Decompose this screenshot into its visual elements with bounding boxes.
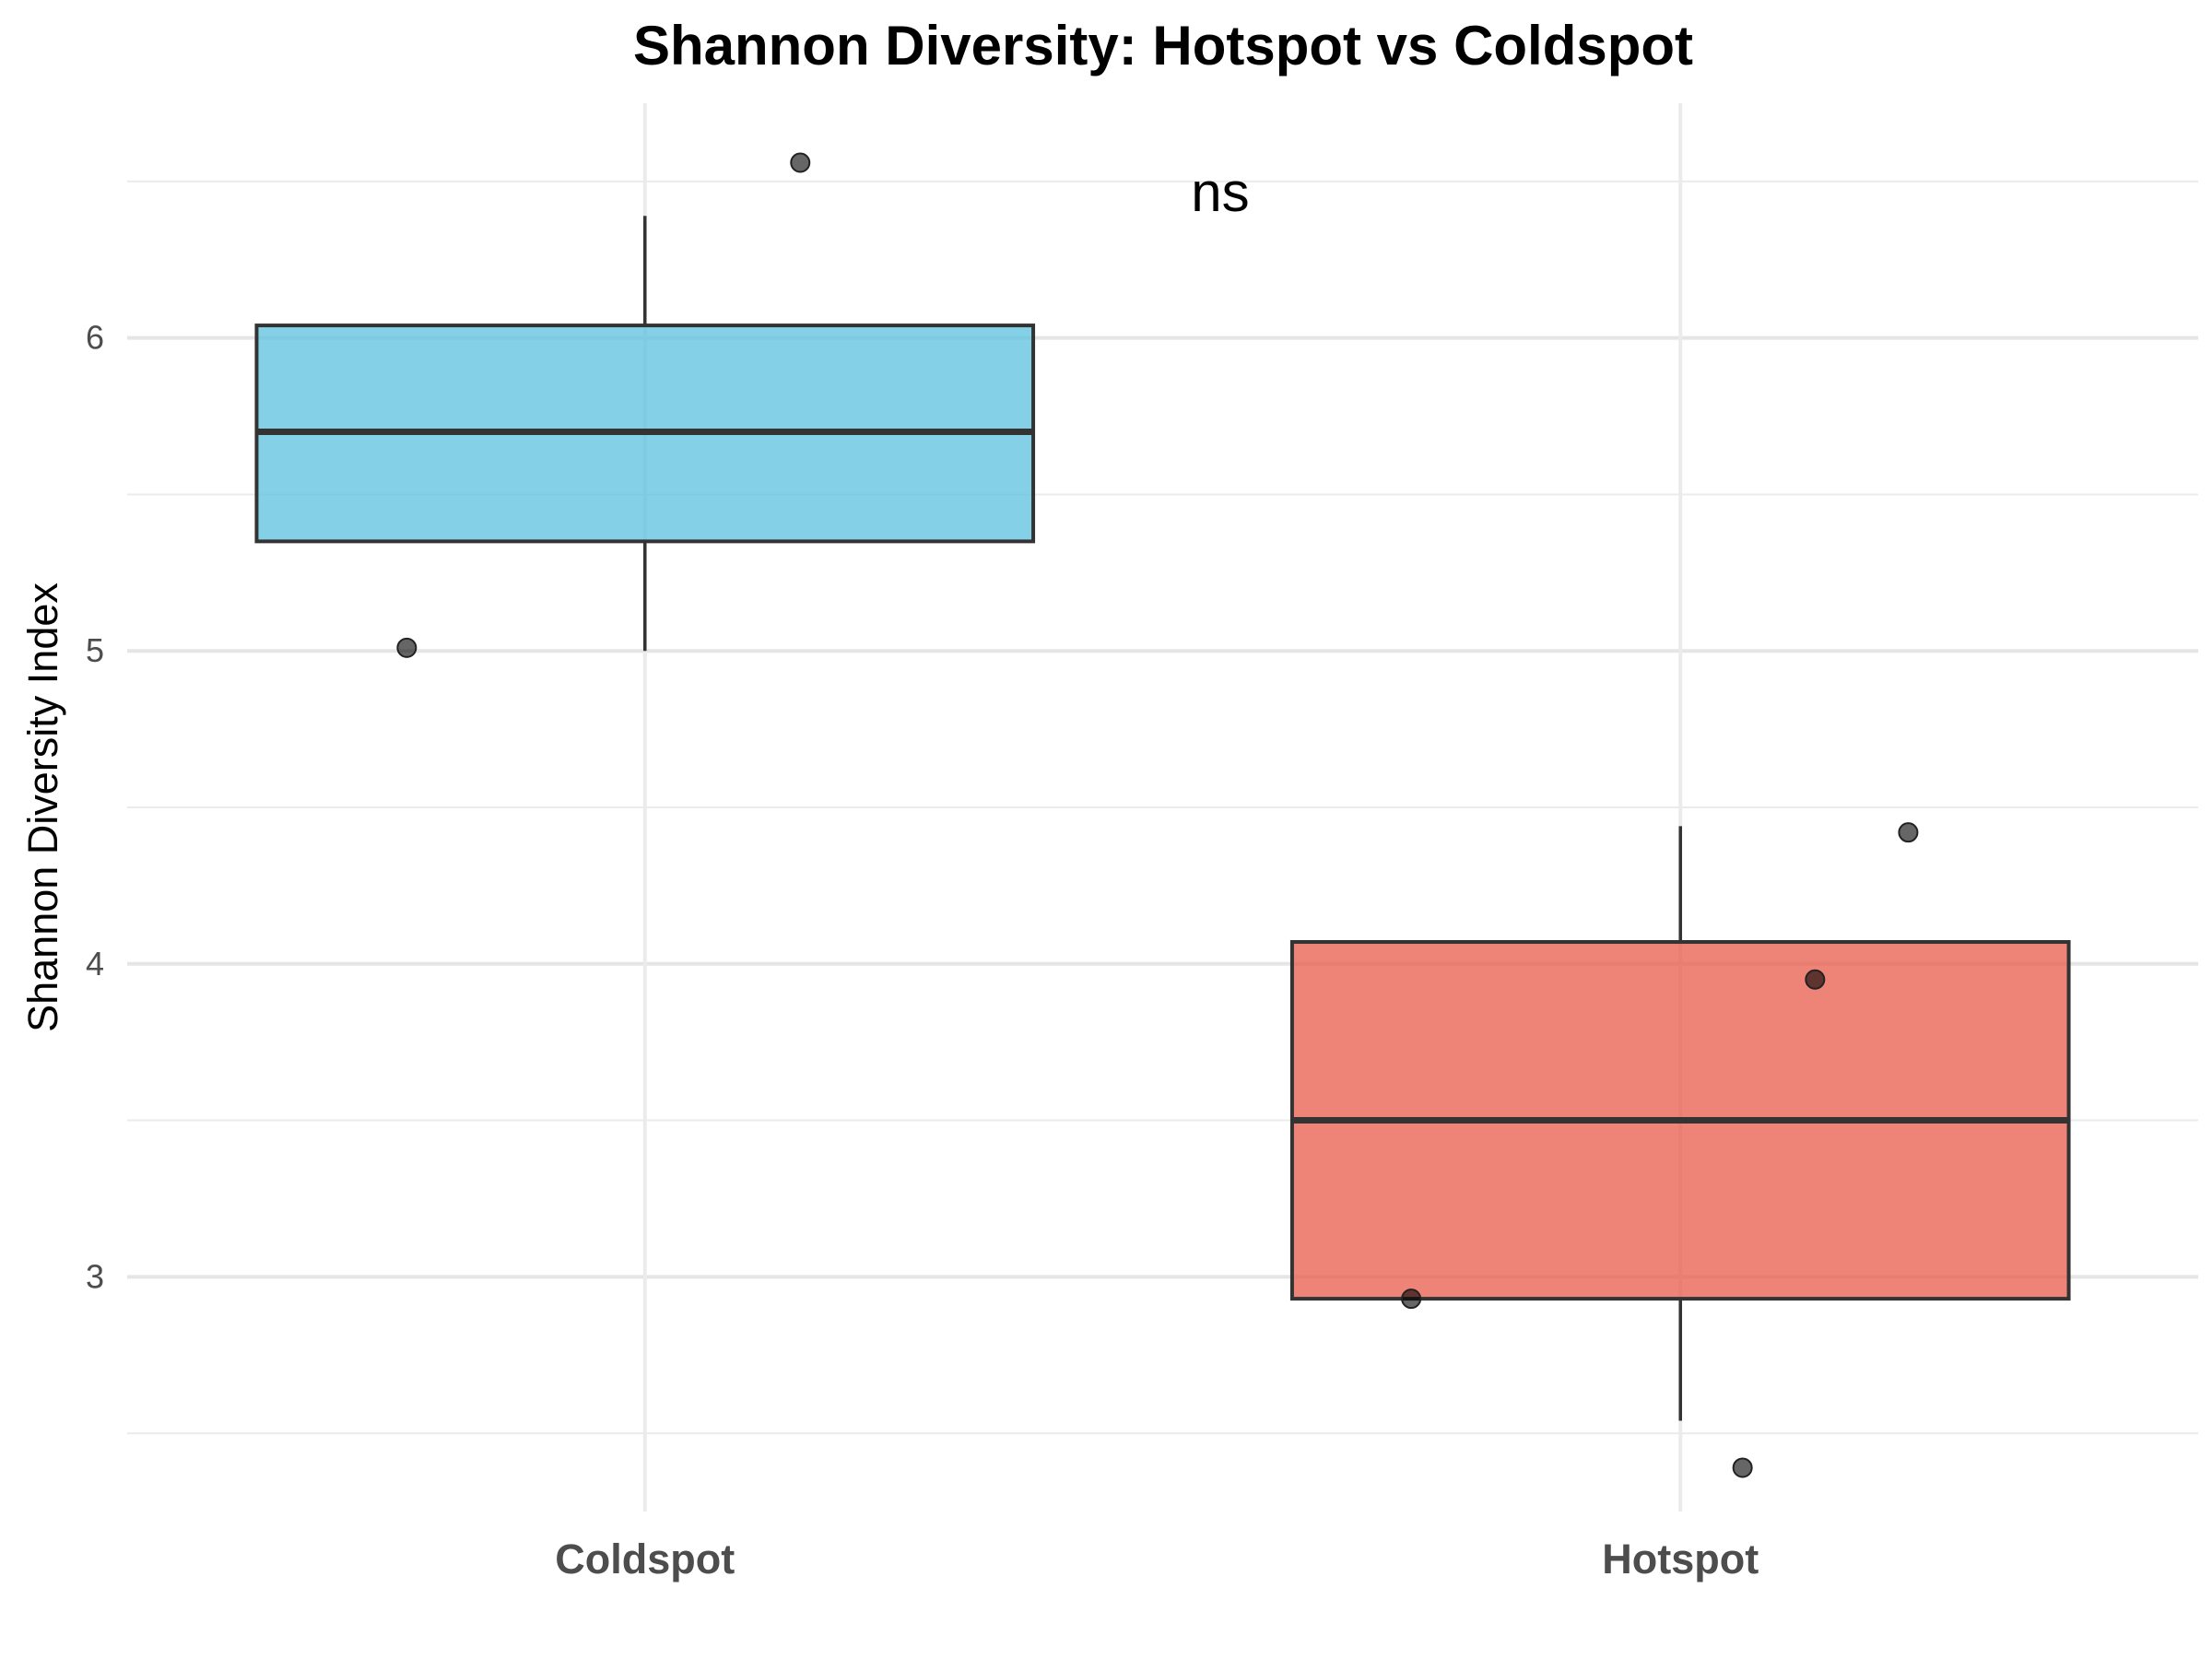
y-tick-label: 3: [86, 1257, 104, 1295]
grid-lines: [127, 103, 2198, 1512]
data-point: [1805, 969, 1826, 990]
y-tick-label: 6: [86, 319, 104, 357]
y-axis-label: Shannon Diversity Index: [19, 582, 66, 1032]
chart-title: Shannon Diversity: Hotspot vs Coldspot: [633, 15, 1693, 76]
x-tick-label: Hotspot: [1602, 1535, 1759, 1583]
data-point: [1732, 1457, 1753, 1478]
x-tick-label: Coldspot: [555, 1535, 735, 1583]
significance-label: ns: [1191, 161, 1249, 223]
data-point: [1401, 1288, 1422, 1310]
box-hotspot: [1289, 826, 2071, 1421]
data-point: [1898, 822, 1919, 843]
box-coldspot: [254, 216, 1036, 652]
jitter-points: [396, 152, 1919, 1478]
y-axis-ticks: 3 4 5 6: [86, 319, 104, 1296]
box-series: [254, 216, 2071, 1421]
x-axis-ticks: Coldspot Hotspot: [555, 1535, 1759, 1583]
y-tick-label: 5: [86, 631, 104, 669]
data-point: [396, 637, 418, 658]
y-tick-label: 4: [86, 945, 104, 982]
annotations: ns: [1191, 161, 1249, 223]
data-point: [790, 152, 811, 173]
